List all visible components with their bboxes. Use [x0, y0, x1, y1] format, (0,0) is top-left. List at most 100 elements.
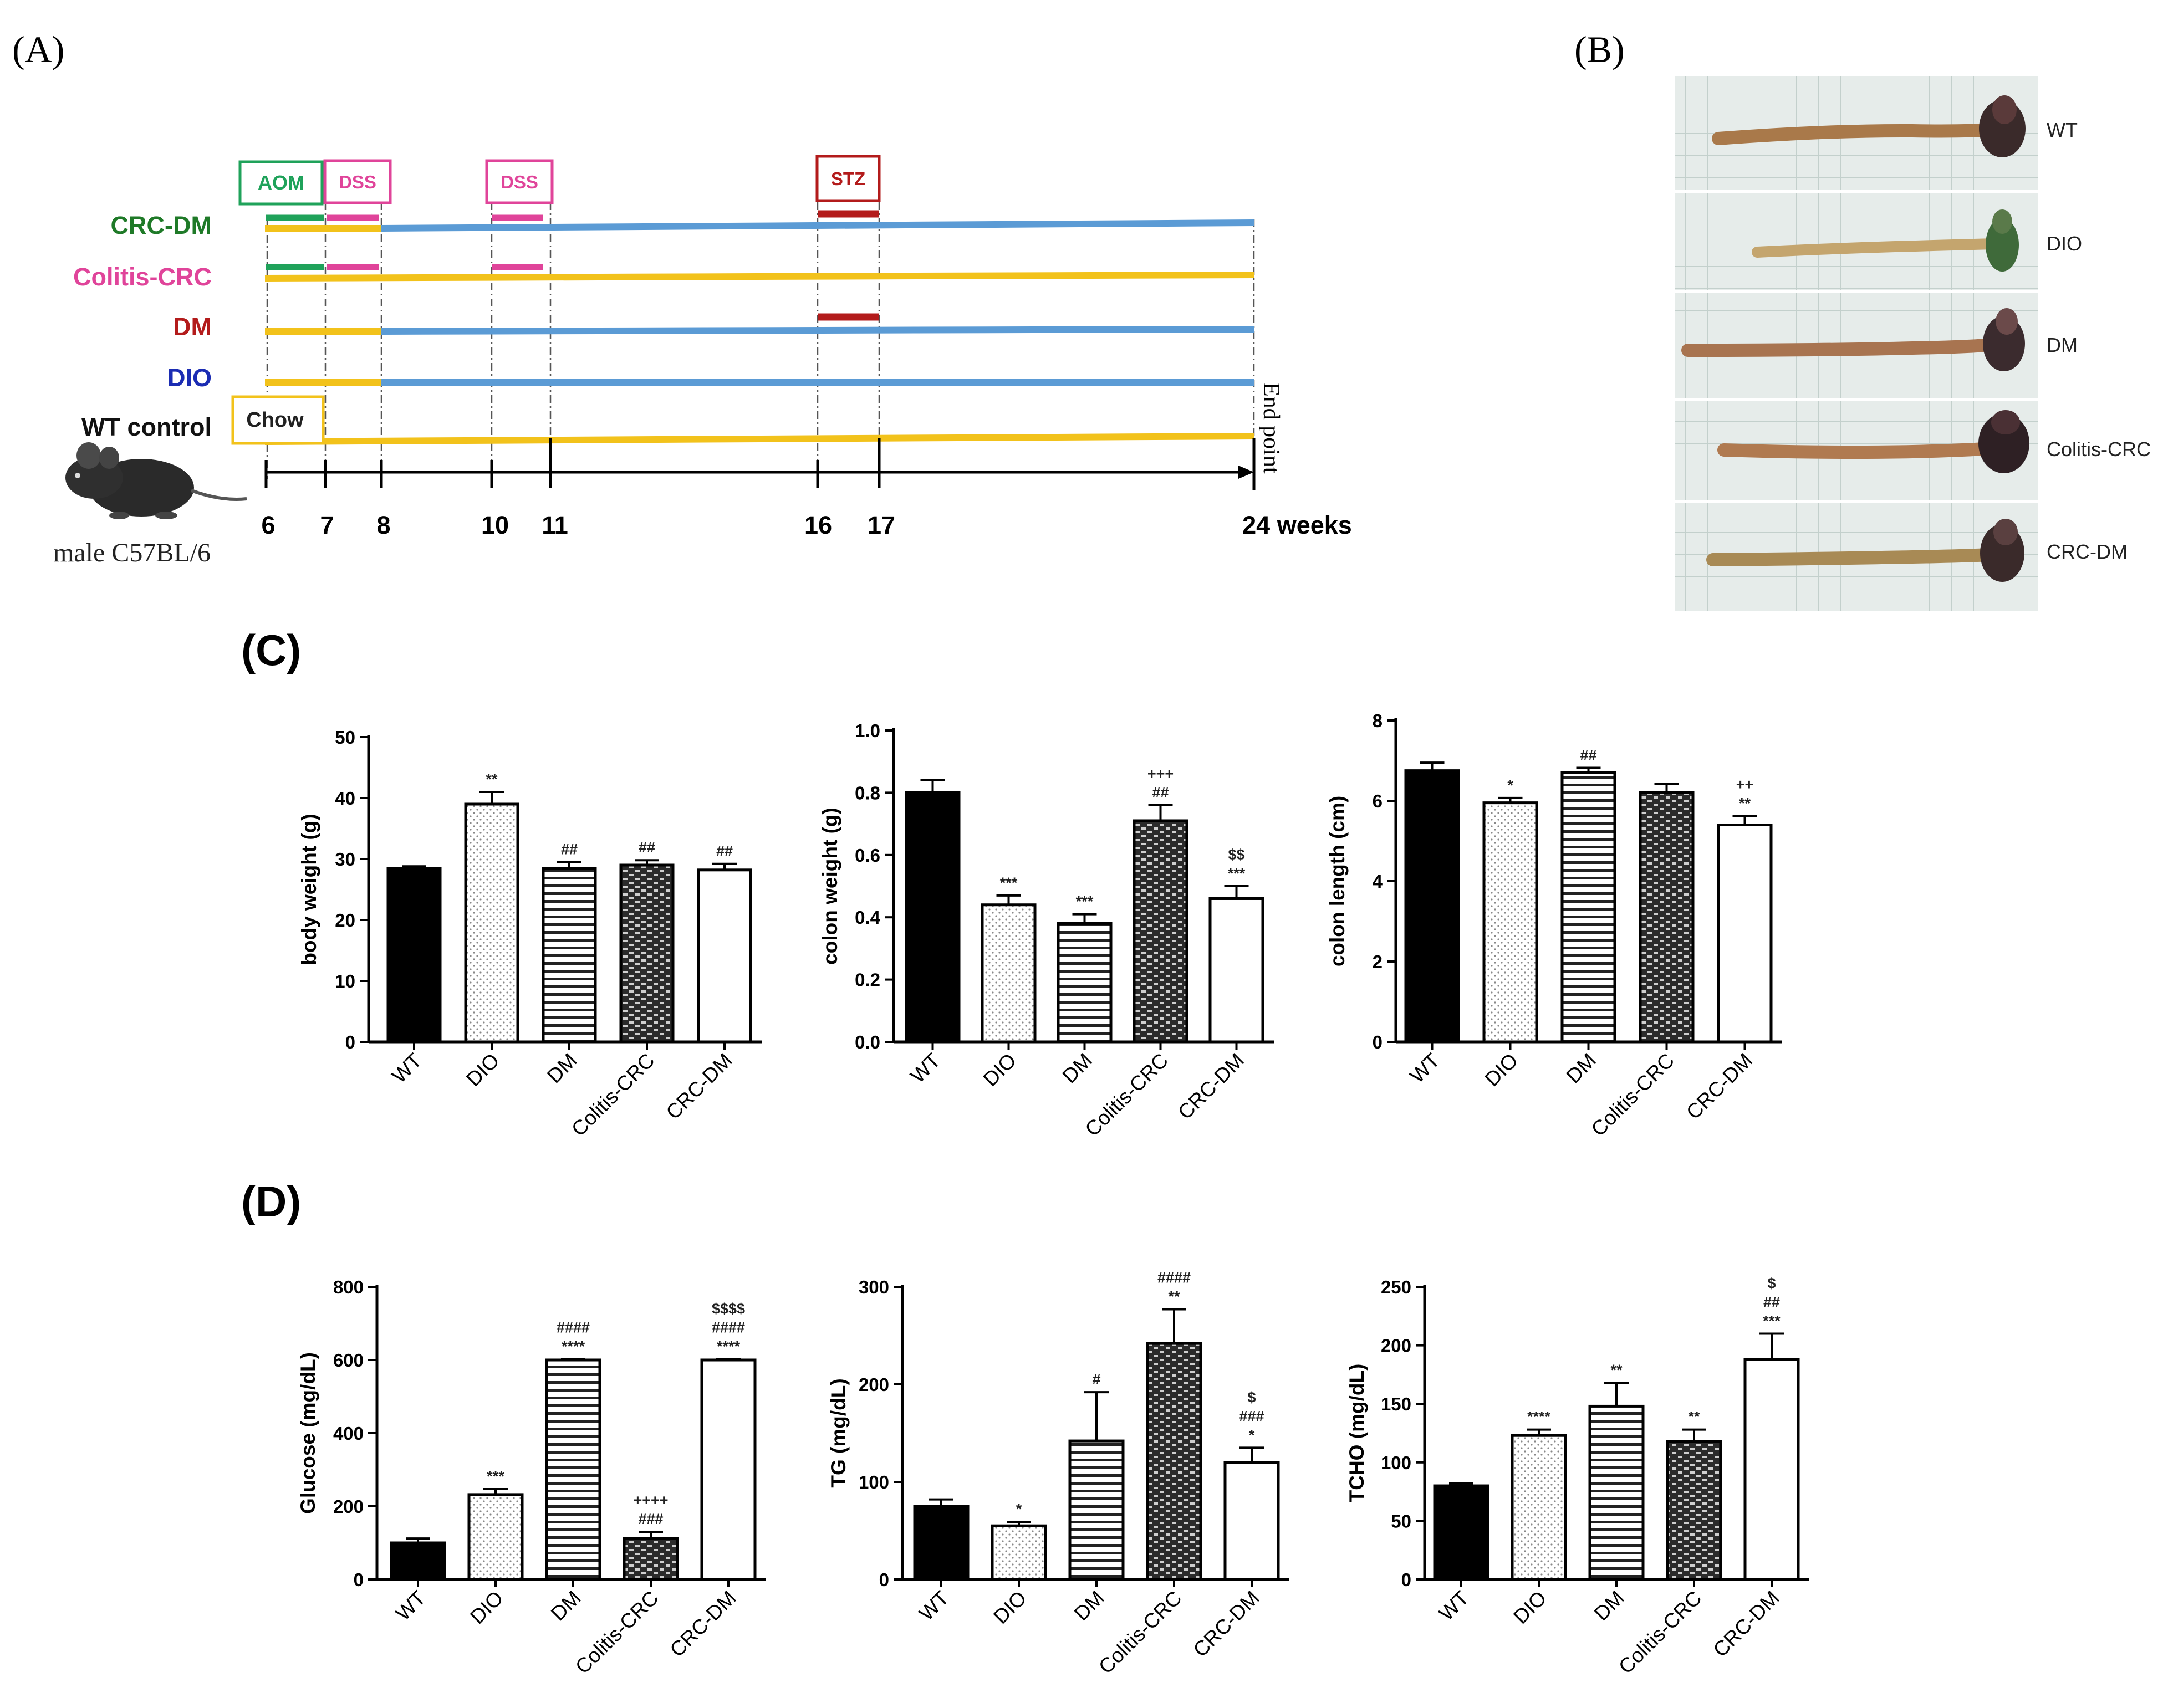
significance-label: * — [1016, 1501, 1022, 1517]
chart-colon-weight: 0.0 0.2 0.4 0.6 0.8 1.0 colon weight (g) WT DIO *… — [819, 720, 1274, 1141]
significance-label: #### — [1157, 1269, 1191, 1286]
y-tick-label: 0.4 — [855, 907, 881, 928]
week-16: 16 — [804, 511, 832, 539]
significance-label: $$$$ — [712, 1301, 745, 1317]
chart-tg: 0 100 200 300 TG (mg/dL) WT DIO * DM # Colitis-CRC… — [827, 1269, 1289, 1678]
x-tick-label: CRC-DM — [662, 1049, 737, 1124]
bar — [1482, 801, 1538, 1044]
dss2-label: DSS — [501, 172, 538, 192]
y-tick-label: 0 — [879, 1569, 889, 1590]
week-8: 8 — [376, 511, 390, 539]
significance-label: #### — [557, 1320, 590, 1336]
bar — [1639, 791, 1695, 1044]
y-tick-label: 4 — [1373, 871, 1383, 892]
y-tick-label: 100 — [1381, 1453, 1411, 1473]
y-axis-label: body weight (g) — [298, 814, 320, 965]
crc-dm-hfd-line — [381, 219, 1254, 232]
x-tick-label: CRC-DM — [1189, 1587, 1264, 1661]
significance-label: ** — [1688, 1409, 1700, 1425]
group-label-wt: WT control — [81, 413, 212, 441]
photo-label-dm: DM — [2047, 334, 2078, 356]
bar — [1666, 1440, 1722, 1581]
significance-label: # — [1092, 1371, 1100, 1388]
y-tick-label: 50 — [1391, 1511, 1411, 1531]
y-axis-label: Glucose (mg/dL) — [297, 1352, 319, 1514]
bar — [386, 867, 442, 1044]
time-axis-arrow — [1238, 466, 1254, 479]
y-axis-label: TG (mg/dL) — [827, 1378, 850, 1487]
y-tick-label: 10 — [335, 971, 355, 991]
stz-box — [815, 155, 881, 202]
significance-label: ## — [639, 839, 655, 856]
x-tick-label: WT — [391, 1587, 430, 1625]
x-tick-label: CRC-DM — [1709, 1587, 1784, 1661]
significance-label: ** — [1610, 1362, 1623, 1378]
significance-label: *** — [1000, 875, 1018, 891]
x-tick-label: Colitis-CRC — [1587, 1049, 1679, 1141]
y-tick-label: 0.0 — [855, 1032, 880, 1052]
bar — [542, 867, 597, 1044]
y-tick-label: 0 — [1373, 1032, 1383, 1052]
y-tick-label: 2 — [1373, 952, 1383, 972]
y-tick-label: 40 — [335, 788, 355, 809]
significance-label: *** — [487, 1468, 504, 1485]
photo-labels: WT DIO DM Colitis-CRC CRC-DM — [2047, 119, 2151, 563]
group-label-colitis-crc: Colitis-CRC — [73, 263, 212, 291]
significance-label: ## — [716, 843, 733, 860]
group-label-dio: DIO — [167, 364, 212, 392]
mouse-illustration — [65, 442, 247, 519]
photo-label-dio: DIO — [2047, 232, 2082, 255]
bar — [1057, 922, 1113, 1044]
significance-label: ** — [1168, 1288, 1180, 1305]
mouse-label: male C57BL/6 — [53, 538, 211, 567]
y-tick-label: 0.8 — [855, 783, 880, 803]
x-tick-label: Colitis-CRC — [1081, 1049, 1173, 1141]
bar — [467, 1493, 524, 1581]
bar — [623, 1537, 679, 1581]
x-tick-label: DIO — [1509, 1587, 1551, 1629]
week-24: 24 weeks — [1242, 511, 1352, 539]
x-tick-label: DM — [1562, 1049, 1600, 1088]
significance-label: ### — [638, 1511, 663, 1527]
x-tick-label: DIO — [979, 1049, 1021, 1091]
significance-label: ## — [1763, 1293, 1780, 1310]
wt-chow-line — [264, 433, 1254, 445]
bar — [1588, 1404, 1645, 1581]
y-tick-label: 0.6 — [855, 845, 880, 866]
x-tick-label: Colitis-CRC — [1094, 1587, 1186, 1679]
colitis-crc-chow-line — [264, 272, 1254, 282]
x-tick-label: WT — [387, 1049, 426, 1088]
y-tick-label: 0 — [354, 1569, 364, 1590]
chow-label: Chow — [246, 408, 304, 432]
bar — [1208, 897, 1264, 1044]
significance-label: **** — [1527, 1409, 1551, 1425]
y-tick-label: 100 — [859, 1472, 889, 1492]
y-axis-label: colon weight (g) — [819, 807, 841, 965]
x-tick-label: DM — [543, 1049, 581, 1088]
dm-hfd-line — [381, 326, 1254, 335]
x-tick-label: DM — [1070, 1587, 1109, 1625]
significance-label: **** — [717, 1338, 741, 1355]
panel-label-c: (C) — [241, 626, 301, 674]
significance-label: **** — [562, 1338, 585, 1355]
photo-colitis-crc — [1675, 401, 2038, 500]
dss2-box — [485, 159, 554, 204]
significance-label: ### — [1239, 1408, 1264, 1424]
x-tick-label: DM — [1590, 1587, 1629, 1625]
time-axis-ticks — [264, 438, 1256, 490]
significance-label: * — [1507, 777, 1513, 794]
bar — [1560, 771, 1616, 1044]
bar — [1223, 1461, 1280, 1581]
y-tick-label: 0 — [1401, 1569, 1411, 1590]
bar — [1133, 819, 1188, 1044]
x-tick-label: Colitis-CRC — [567, 1049, 659, 1141]
end-point-label: End point — [1258, 382, 1284, 474]
y-tick-label: 6 — [1373, 791, 1383, 811]
week-17: 17 — [868, 511, 895, 539]
panel-label-a: (A) — [12, 28, 64, 70]
x-tick-label: CRC-DM — [666, 1587, 741, 1661]
bar — [1404, 769, 1460, 1044]
y-tick-label: 1.0 — [855, 720, 880, 741]
y-tick-label: 0.2 — [855, 970, 880, 990]
